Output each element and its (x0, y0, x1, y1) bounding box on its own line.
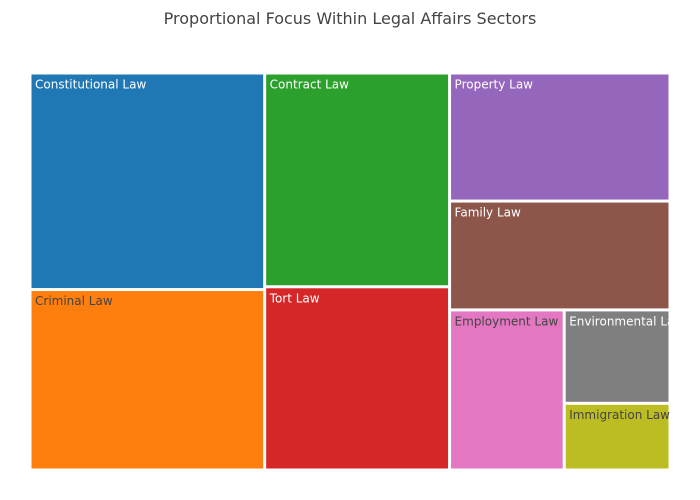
treemap-tile-environmental-law[interactable]: Environmental Law (565, 311, 685, 402)
treemap-label-immigration-law: Immigration Law (569, 408, 670, 422)
treemap-label-criminal-law: Criminal Law (35, 294, 113, 308)
treemap-label-tort-law: Tort Law (269, 291, 320, 305)
treemap-rect-family-law[interactable] (451, 202, 669, 309)
treemap-rect-environmental-law[interactable] (565, 311, 669, 402)
treemap-tile-criminal-law[interactable]: Criminal Law (31, 291, 264, 469)
treemap-rect-contract-law[interactable] (266, 74, 449, 286)
treemap-tile-family-law[interactable]: Family Law (451, 202, 669, 309)
treemap-rect-employment-law[interactable] (451, 311, 563, 469)
treemap-rect-criminal-law[interactable] (31, 291, 264, 469)
treemap-label-contract-law: Contract Law (270, 78, 349, 92)
treemap-label-constitutional-law: Constitutional Law (35, 78, 146, 92)
treemap-label-employment-law: Employment Law (455, 314, 559, 328)
treemap-tile-contract-law[interactable]: Contract Law (266, 74, 449, 286)
treemap-tile-immigration-law[interactable]: Immigration Law (565, 404, 670, 469)
treemap-tile-tort-law[interactable]: Tort Law (266, 288, 449, 469)
treemap-tile-constitutional-law[interactable]: Constitutional Law (31, 74, 264, 289)
treemap-label-environmental-law: Environmental Law (569, 314, 684, 328)
treemap-label-family-law: Family Law (455, 206, 521, 220)
treemap-rect-property-law[interactable] (451, 74, 669, 200)
treemap-rect-constitutional-law[interactable] (31, 74, 264, 289)
chart-title: Proportional Focus Within Legal Affairs … (163, 9, 537, 28)
treemap-rect-tort-law[interactable] (266, 288, 449, 469)
treemap-tile-employment-law[interactable]: Employment Law (451, 311, 563, 469)
treemap-tile-property-law[interactable]: Property Law (451, 74, 669, 200)
treemap-rect-immigration-law[interactable] (565, 404, 669, 469)
treemap-label-property-law: Property Law (455, 78, 534, 92)
